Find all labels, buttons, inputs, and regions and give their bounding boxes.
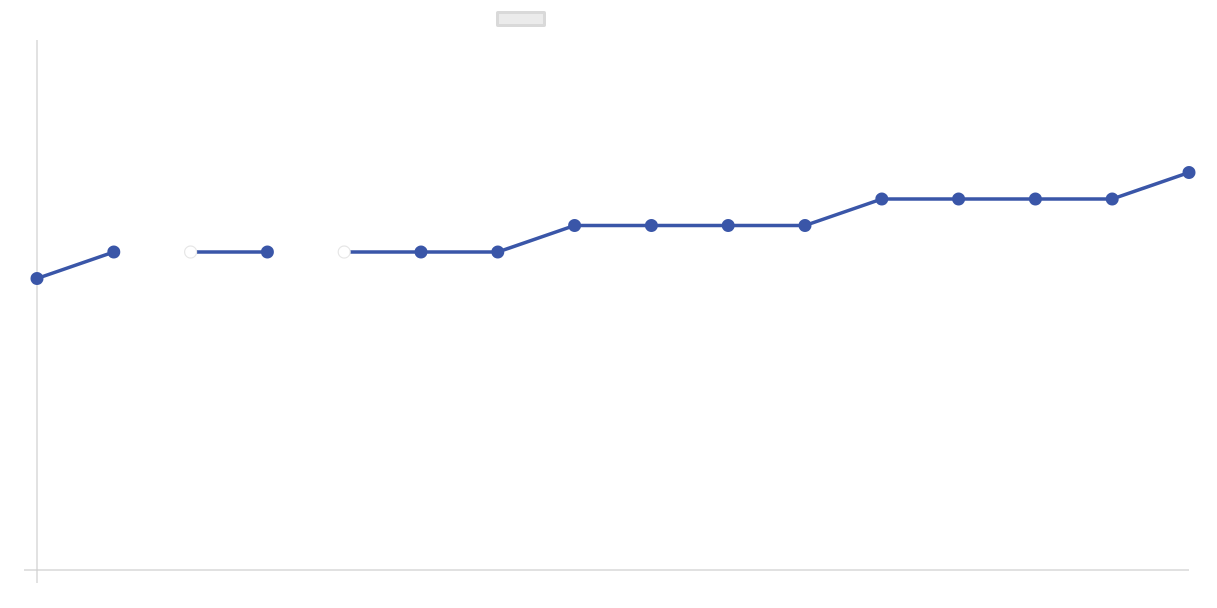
axes (24, 40, 1189, 583)
data-point[interactable] (875, 192, 889, 206)
data-point[interactable] (1182, 166, 1196, 179)
series-line-segment (496, 223, 577, 254)
data-point[interactable] (568, 219, 582, 232)
data-point[interactable] (184, 245, 198, 259)
data-point[interactable] (107, 245, 121, 259)
legend-swatch[interactable] (496, 11, 546, 27)
data-point[interactable] (260, 245, 274, 259)
series-points (30, 166, 1196, 285)
series-line-segment (1110, 170, 1191, 201)
data-point[interactable] (414, 245, 428, 259)
data-point[interactable] (644, 219, 658, 232)
data-point[interactable] (30, 272, 44, 285)
series-line-segment (803, 197, 884, 228)
data-point[interactable] (337, 245, 351, 259)
data-point[interactable] (952, 192, 966, 206)
data-point[interactable] (1028, 192, 1042, 206)
data-point[interactable] (1105, 192, 1119, 206)
data-point[interactable] (491, 245, 505, 259)
series-line-segment (35, 250, 116, 281)
data-point[interactable] (721, 219, 735, 232)
data-point[interactable] (798, 219, 812, 232)
series-lines (35, 170, 1191, 281)
